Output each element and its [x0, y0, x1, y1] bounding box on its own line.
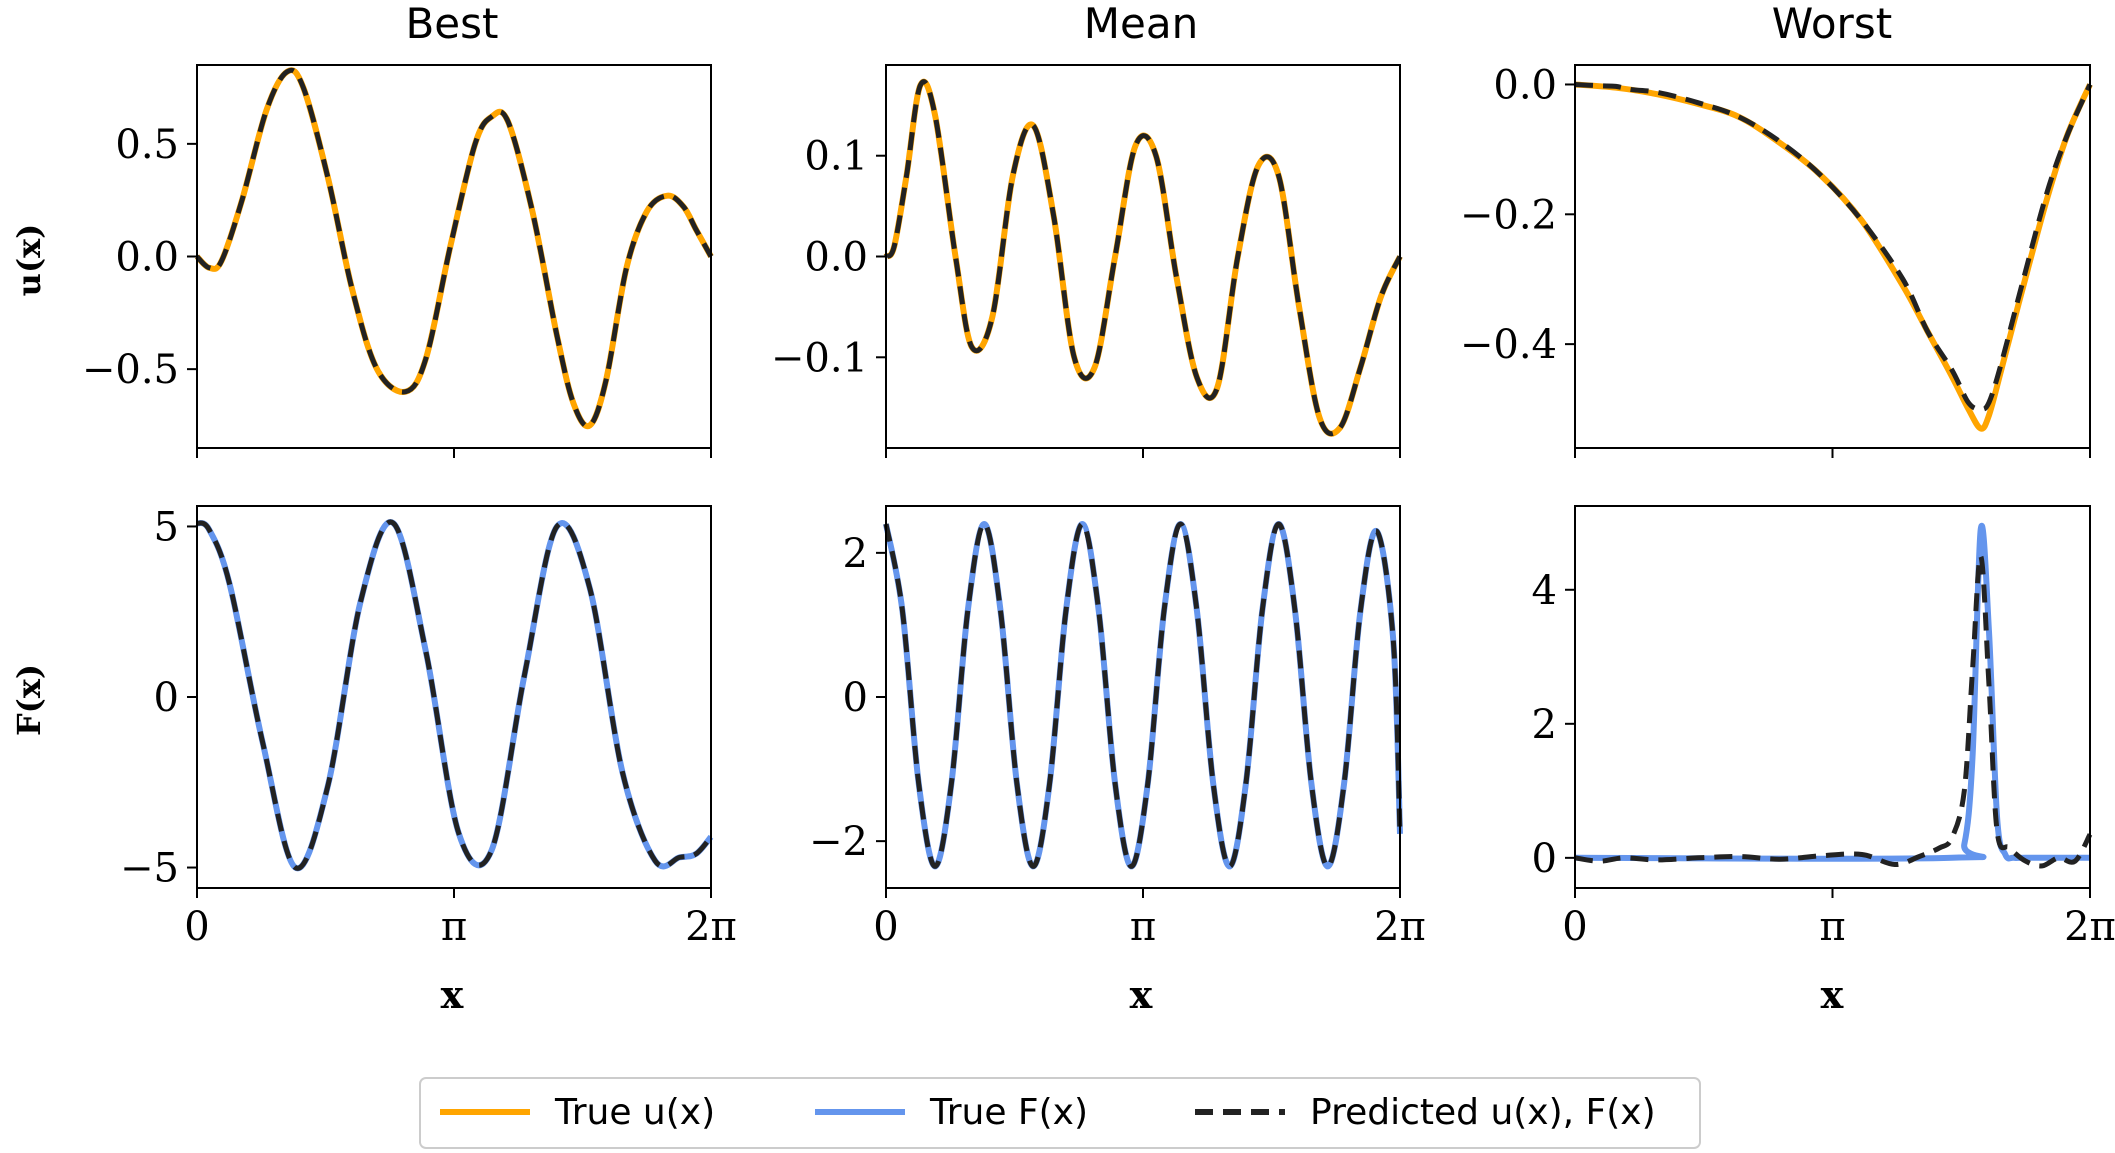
axes-frame	[196, 64, 712, 449]
series-line-true-u	[1574, 81, 2093, 432]
panel-3: 0.0 −0.2 −0.4	[1460, 62, 2093, 458]
series-line-true-F	[195, 519, 714, 872]
legend-label-true-F: True F(x)	[929, 1092, 1088, 1133]
row-label-F: F(x)	[10, 664, 48, 736]
legend-frame	[419, 1077, 1701, 1149]
axes-frame	[1574, 505, 2091, 889]
y-tick-label: −0.5	[82, 347, 179, 393]
panel-6: 4 2 00 π 2π	[1532, 505, 2115, 950]
series-line-true-F	[883, 521, 1403, 870]
series-line-true-F	[1574, 523, 2090, 862]
panel-2: 0.1 0.0 −0.1	[771, 64, 1403, 458]
legend: True u(x) True F(x) Predicted u(x), F(x)	[419, 1077, 1701, 1149]
series-line-predicted	[883, 521, 1403, 869]
series-line-predicted	[195, 519, 713, 871]
y-tick-label: 0.0	[1493, 62, 1557, 108]
y-tick-label: 0	[843, 675, 868, 721]
legend-label-true-u: True u(x)	[554, 1092, 715, 1133]
panel-1: 0.5 0.0 −0.5	[82, 64, 714, 458]
y-tick-label: 0	[1532, 836, 1557, 882]
axes-frame	[196, 505, 712, 889]
x-tick-label: 2π	[1374, 904, 1426, 950]
series-line-predicted	[195, 67, 714, 429]
series-line-predicted	[1574, 553, 2093, 869]
y-tick-label: −0.2	[1460, 192, 1557, 238]
y-tick-label: 0	[154, 675, 179, 721]
y-tick-label: 5	[154, 504, 179, 550]
series-line-predicted	[1574, 82, 2093, 412]
row-label-u: u(x)	[10, 224, 48, 297]
column-title-mean: Mean	[1084, 0, 1198, 48]
x-tick-label: π	[1130, 904, 1156, 950]
y-tick-label: 0.1	[804, 134, 868, 180]
column-title-best: Best	[405, 0, 498, 48]
x-tick-label: 2π	[2064, 904, 2115, 950]
panel-4: 50−50 π 2π	[120, 504, 737, 950]
series-line-predicted	[884, 79, 1403, 437]
x-tick-label: 0	[873, 904, 898, 950]
column-title-worst: Worst	[1772, 0, 1892, 48]
x-tick-label: 0	[1562, 904, 1587, 950]
x-label-col3: x	[1821, 972, 1844, 1017]
axes-frame	[885, 64, 1401, 449]
chart-panels: 0.50.0−0.50.10.0−0.10.0−0.2−0.450−50 π 2π2…	[82, 62, 2115, 950]
y-tick-label: 0.5	[115, 122, 179, 168]
x-label-col2: x	[1130, 972, 1153, 1017]
y-tick-label: 2	[843, 531, 868, 577]
x-tick-label: 2π	[685, 904, 737, 950]
axes-frame	[1574, 64, 2091, 449]
x-tick-label: π	[1819, 904, 1845, 950]
y-tick-label: −0.1	[771, 335, 868, 381]
y-tick-label: −5	[120, 846, 179, 892]
legend-label-predicted: Predicted u(x), F(x)	[1310, 1092, 1656, 1133]
x-tick-label: π	[441, 904, 467, 950]
x-tick-label: 0	[184, 904, 209, 950]
y-tick-label: 0.0	[804, 235, 868, 281]
y-tick-label: 2	[1532, 702, 1557, 748]
y-tick-label: 4	[1532, 568, 1557, 614]
x-label-col1: x	[441, 972, 464, 1017]
y-tick-label: −2	[809, 819, 868, 865]
y-tick-label: −0.4	[1460, 322, 1557, 368]
y-tick-label: 0.0	[115, 235, 179, 281]
panel-5: 20−20 π 2π	[809, 505, 1426, 950]
